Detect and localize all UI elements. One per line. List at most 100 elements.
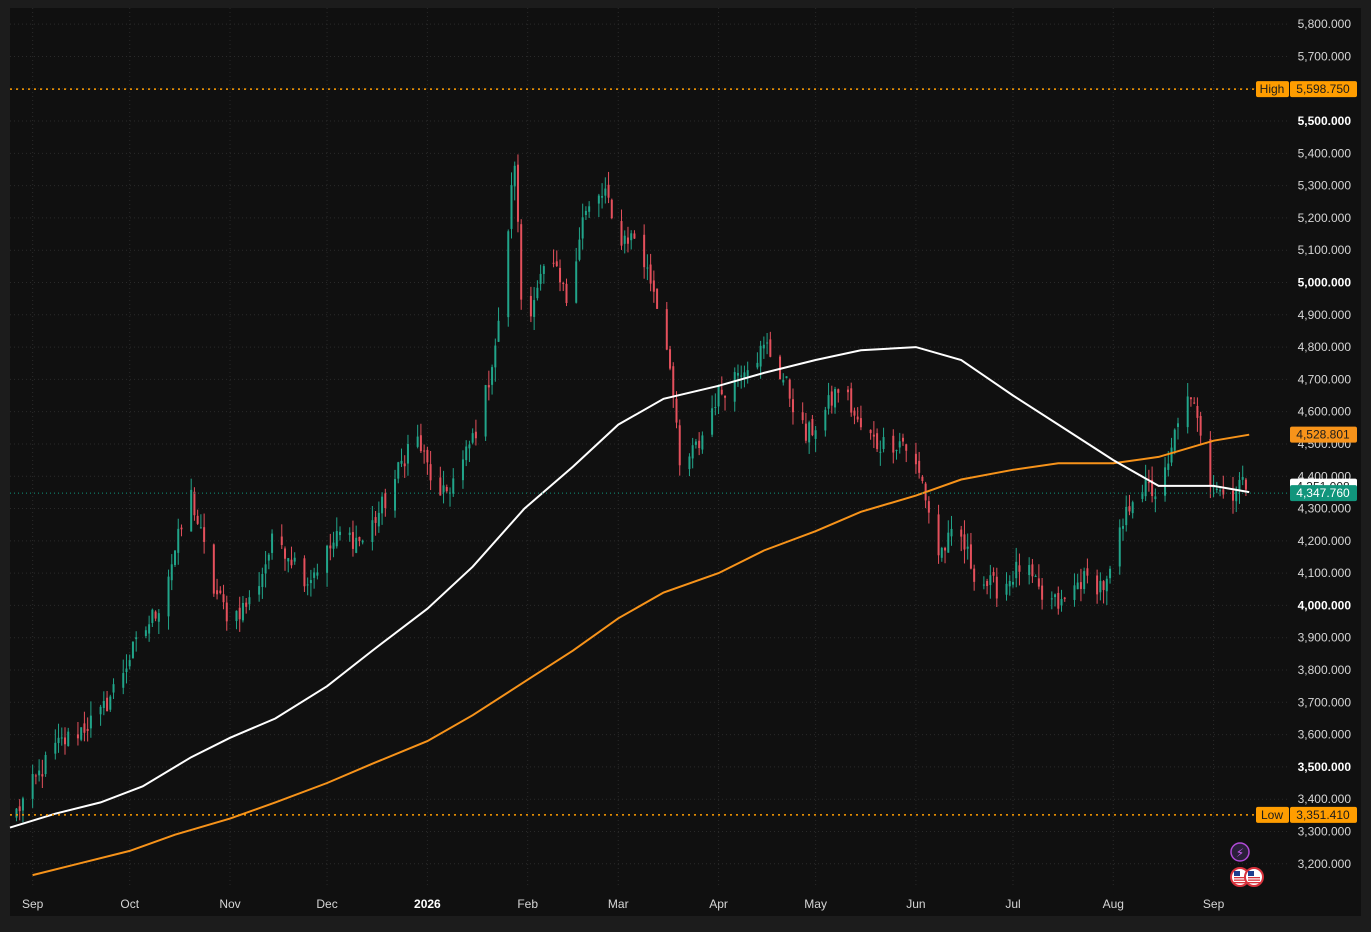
candle-body[interactable] — [1244, 479, 1247, 490]
candle-body[interactable] — [99, 706, 102, 715]
candle-body[interactable] — [937, 514, 940, 556]
candle-body[interactable] — [882, 437, 885, 450]
candle-body[interactable] — [329, 545, 332, 549]
candle-body[interactable] — [199, 527, 202, 529]
candle-body[interactable] — [1176, 423, 1179, 427]
candle-body[interactable] — [18, 806, 21, 812]
candle-body[interactable] — [607, 184, 610, 198]
candle-body[interactable] — [918, 460, 921, 473]
candle-body[interactable] — [623, 235, 626, 244]
candle-body[interactable] — [1121, 526, 1124, 529]
candle-body[interactable] — [332, 542, 335, 549]
candle-body[interactable] — [1131, 502, 1134, 514]
candle-body[interactable] — [309, 580, 312, 584]
candle-body[interactable] — [474, 431, 477, 439]
candle-body[interactable] — [701, 435, 704, 450]
candle-body[interactable] — [261, 573, 264, 587]
candle-body[interactable] — [652, 280, 655, 292]
candle-body[interactable] — [1041, 585, 1044, 600]
candle-body[interactable] — [280, 536, 283, 545]
candle-body[interactable] — [759, 345, 762, 367]
candle-body[interactable] — [128, 660, 131, 667]
candle-body[interactable] — [969, 544, 972, 569]
candle-body[interactable] — [287, 558, 290, 562]
candle-body[interactable] — [876, 433, 879, 450]
candle-body[interactable] — [879, 451, 882, 453]
candle-body[interactable] — [57, 737, 60, 744]
candle-body[interactable] — [60, 737, 63, 739]
candle-body[interactable] — [672, 366, 675, 396]
candle-body[interactable] — [620, 221, 623, 246]
candle-body[interactable] — [157, 613, 160, 622]
candle-body[interactable] — [895, 449, 898, 452]
candle-body[interactable] — [313, 572, 316, 578]
lightning-icon[interactable] — [1230, 842, 1250, 862]
candle-body[interactable] — [400, 460, 403, 464]
candle-body[interactable] — [1054, 594, 1057, 598]
candle-body[interactable] — [144, 630, 147, 637]
candle-body[interactable] — [950, 528, 953, 537]
candle-body[interactable] — [892, 435, 895, 453]
candle-body[interactable] — [1144, 478, 1147, 497]
candle-body[interactable] — [766, 342, 769, 344]
candle-body[interactable] — [555, 261, 558, 267]
candle-body[interactable] — [1173, 429, 1176, 451]
candle-body[interactable] — [901, 437, 904, 442]
candle-body[interactable] — [219, 590, 222, 594]
candle-body[interactable] — [1219, 490, 1222, 492]
candle-body[interactable] — [461, 459, 464, 481]
candle-body[interactable] — [575, 261, 578, 303]
candle-body[interactable] — [746, 370, 749, 377]
candle-body[interactable] — [914, 453, 917, 465]
candle-body[interactable] — [675, 398, 678, 423]
candle-body[interactable] — [982, 584, 985, 586]
moving-average-slow-line[interactable] — [32, 433, 1250, 877]
candle-body[interactable] — [733, 372, 736, 402]
candle-body[interactable] — [442, 485, 445, 493]
candle-body[interactable] — [1015, 561, 1018, 579]
candle-body[interactable] — [808, 422, 811, 443]
candle-body[interactable] — [1057, 592, 1060, 609]
candle-body[interactable] — [293, 557, 296, 562]
candle-body[interactable] — [1193, 402, 1196, 404]
candle-body[interactable] — [180, 527, 183, 530]
candle-body[interactable] — [905, 444, 908, 451]
candle-body[interactable] — [995, 576, 998, 599]
candle-body[interactable] — [562, 282, 565, 284]
candle-body[interactable] — [271, 533, 274, 553]
candle-body[interactable] — [245, 602, 248, 607]
candle-body[interactable] — [112, 684, 115, 693]
candle-body[interactable] — [769, 339, 772, 357]
candle-body[interactable] — [54, 742, 57, 754]
candle-body[interactable] — [1209, 439, 1212, 486]
candle-body[interactable] — [740, 375, 743, 377]
candle-body[interactable] — [86, 728, 89, 732]
candle-body[interactable] — [484, 385, 487, 437]
candle-body[interactable] — [869, 429, 872, 434]
candle-body[interactable] — [656, 288, 659, 309]
candle-body[interactable] — [678, 425, 681, 466]
candle-body[interactable] — [1073, 585, 1076, 600]
candle-body[interactable] — [494, 345, 497, 368]
candle-body[interactable] — [872, 434, 875, 437]
candle-body[interactable] — [743, 372, 746, 379]
candle-body[interactable] — [241, 602, 244, 621]
candle-body[interactable] — [1005, 583, 1008, 595]
candle-body[interactable] — [216, 590, 219, 595]
candle-body[interactable] — [688, 456, 691, 470]
candle-body[interactable] — [203, 527, 206, 542]
candle-body[interactable] — [694, 441, 697, 445]
candle-body[interactable] — [850, 388, 853, 413]
candle-body[interactable] — [1096, 575, 1099, 595]
candle-body[interactable] — [371, 520, 374, 542]
candle-body[interactable] — [177, 528, 180, 553]
candle-body[interactable] — [989, 575, 992, 586]
candle-body[interactable] — [516, 164, 519, 222]
candle-body[interactable] — [1083, 571, 1086, 590]
candle-body[interactable] — [235, 610, 238, 622]
candle-body[interactable] — [588, 206, 591, 212]
candle-body[interactable] — [1241, 477, 1244, 480]
candle-body[interactable] — [106, 697, 109, 712]
candle-body[interactable] — [339, 531, 342, 536]
candle-body[interactable] — [1222, 489, 1225, 495]
